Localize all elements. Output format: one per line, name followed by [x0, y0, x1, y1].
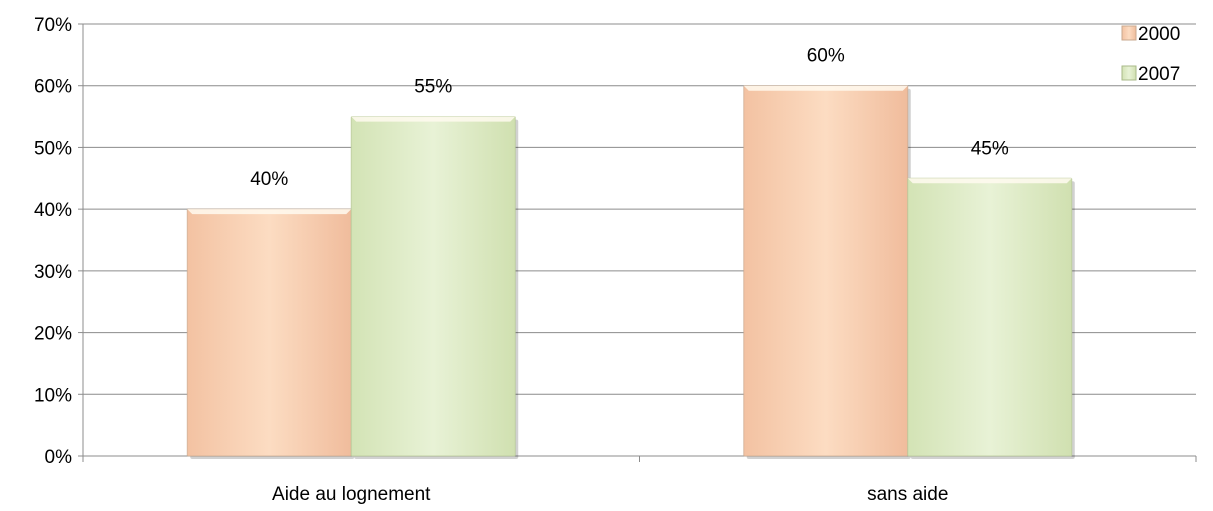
legend: 2000 2007 [1121, 24, 1180, 85]
data-label: 55% [414, 77, 452, 98]
y-tick-label: 60% [34, 77, 72, 98]
bar [907, 177, 1075, 460]
y-tick-label: 20% [34, 324, 72, 345]
legend-swatch [1121, 25, 1137, 41]
bar [186, 208, 355, 459]
data-label: 60% [807, 46, 845, 67]
data-label: 45% [971, 138, 1009, 159]
bar [743, 85, 911, 459]
data-label: 40% [250, 169, 288, 190]
y-tick-label: 70% [34, 15, 72, 36]
x-category-label: sans aide [867, 484, 948, 505]
y-tick-label: 40% [34, 200, 72, 221]
y-tick-label: 0% [45, 447, 73, 468]
legend-label: 2007 [1138, 64, 1180, 85]
x-category-label: Aide au lognement [272, 484, 431, 505]
legend-swatch [1121, 65, 1137, 81]
category-labels: Aide au lognement sans aide [272, 484, 948, 505]
y-tick-label: 30% [34, 262, 72, 283]
legend-item: 2007 [1121, 64, 1180, 85]
y-axis-tick-labels: 0% 10% 20% 30% 40% 50% 60% 70% [34, 15, 72, 468]
y-tick-label: 10% [34, 385, 72, 406]
bar [350, 116, 519, 460]
data-labels: 40% 55% 60% 45% [250, 46, 1009, 190]
y-tick-label: 50% [34, 138, 72, 159]
legend-item: 2000 [1121, 24, 1180, 45]
bars [186, 85, 1075, 460]
legend-label: 2000 [1138, 24, 1180, 45]
